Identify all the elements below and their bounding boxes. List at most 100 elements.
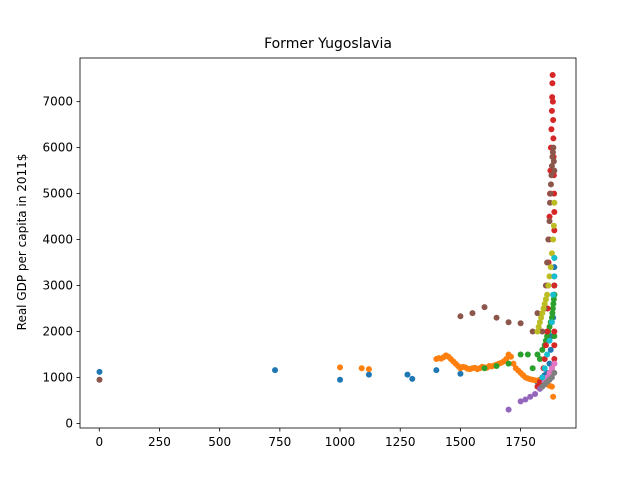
data-point xyxy=(548,163,555,170)
x-tick-label: 500 xyxy=(208,435,231,449)
data-point xyxy=(365,366,372,373)
chart-title: Former Yugoslavia xyxy=(264,36,392,52)
data-point xyxy=(517,351,524,358)
data-point xyxy=(548,250,555,257)
data-point xyxy=(527,393,534,400)
data-point xyxy=(337,364,344,371)
y-tick-label: 7000 xyxy=(42,95,73,109)
data-point xyxy=(539,328,546,335)
data-point xyxy=(469,310,476,317)
data-point xyxy=(404,371,411,378)
data-point xyxy=(539,310,546,317)
data-point xyxy=(548,383,555,390)
data-point xyxy=(546,369,553,376)
data-point xyxy=(544,333,551,340)
data-point xyxy=(545,236,552,243)
data-point xyxy=(546,360,553,367)
y-tick-label: 4000 xyxy=(42,233,73,247)
data-point xyxy=(522,396,529,403)
data-point xyxy=(481,365,488,372)
data-point xyxy=(551,167,558,174)
data-point xyxy=(550,291,557,298)
data-point xyxy=(551,356,558,363)
data-point xyxy=(551,282,558,289)
data-point xyxy=(547,181,554,188)
data-point xyxy=(551,254,558,261)
data-point xyxy=(548,314,555,321)
data-point xyxy=(549,72,556,79)
data-point xyxy=(544,351,551,358)
y-axis-label: Real GDP per capita in 2011$ xyxy=(15,154,29,331)
data-point xyxy=(541,356,548,363)
data-point xyxy=(481,304,488,311)
data-point xyxy=(551,360,558,367)
series-1 xyxy=(337,351,557,400)
y-tick-label: 3000 xyxy=(42,279,73,293)
data-point xyxy=(517,398,524,405)
series-5 xyxy=(96,144,558,383)
data-point xyxy=(547,190,554,197)
data-point xyxy=(507,353,514,360)
data-point xyxy=(549,310,556,317)
data-point xyxy=(536,356,543,363)
data-point xyxy=(551,342,558,349)
data-point xyxy=(534,310,541,317)
data-point xyxy=(538,314,545,321)
data-point xyxy=(541,300,548,307)
data-point xyxy=(493,314,500,321)
data-point xyxy=(551,369,558,376)
y-tick-label: 1000 xyxy=(42,370,73,384)
data-point xyxy=(505,360,512,367)
data-point xyxy=(503,356,510,363)
data-point xyxy=(547,346,554,353)
data-point xyxy=(96,368,103,375)
data-point xyxy=(96,376,103,383)
data-point xyxy=(551,208,558,215)
data-point xyxy=(545,282,552,289)
y-tick-label: 0 xyxy=(65,416,73,430)
data-point xyxy=(548,126,555,133)
data-point xyxy=(551,333,558,340)
data-point xyxy=(529,365,536,372)
data-point xyxy=(539,374,546,381)
y-tick-label: 6000 xyxy=(42,141,73,155)
data-point xyxy=(551,199,558,206)
data-point xyxy=(551,273,558,280)
data-point xyxy=(534,351,541,358)
data-point xyxy=(544,291,551,298)
data-point xyxy=(550,236,557,243)
x-tick-label: 1500 xyxy=(445,435,476,449)
data-point xyxy=(536,319,543,326)
data-point xyxy=(547,264,554,271)
data-point xyxy=(536,379,543,386)
data-point xyxy=(542,342,549,349)
data-point xyxy=(534,328,541,335)
data-point xyxy=(550,296,557,303)
x-tick-label: 750 xyxy=(268,435,291,449)
data-point xyxy=(548,319,555,326)
data-point xyxy=(517,320,524,327)
data-point xyxy=(546,337,553,344)
data-point xyxy=(549,305,556,312)
x-tick-label: 1750 xyxy=(505,435,536,449)
data-point xyxy=(550,300,557,307)
data-point xyxy=(535,323,542,330)
data-point xyxy=(409,375,416,382)
series-8 xyxy=(534,199,558,335)
data-point xyxy=(337,376,344,383)
data-point xyxy=(546,199,553,206)
data-point xyxy=(550,222,557,229)
data-point xyxy=(544,328,551,335)
data-point xyxy=(551,328,558,335)
data-point xyxy=(532,390,539,397)
data-point xyxy=(493,362,500,369)
data-point xyxy=(550,117,557,124)
series-9 xyxy=(539,254,558,381)
data-point xyxy=(544,259,551,266)
data-point xyxy=(529,328,536,335)
data-point xyxy=(457,313,464,320)
plot-frame xyxy=(79,57,577,429)
x-tick-label: 0 xyxy=(95,435,103,449)
data-point xyxy=(549,149,556,156)
